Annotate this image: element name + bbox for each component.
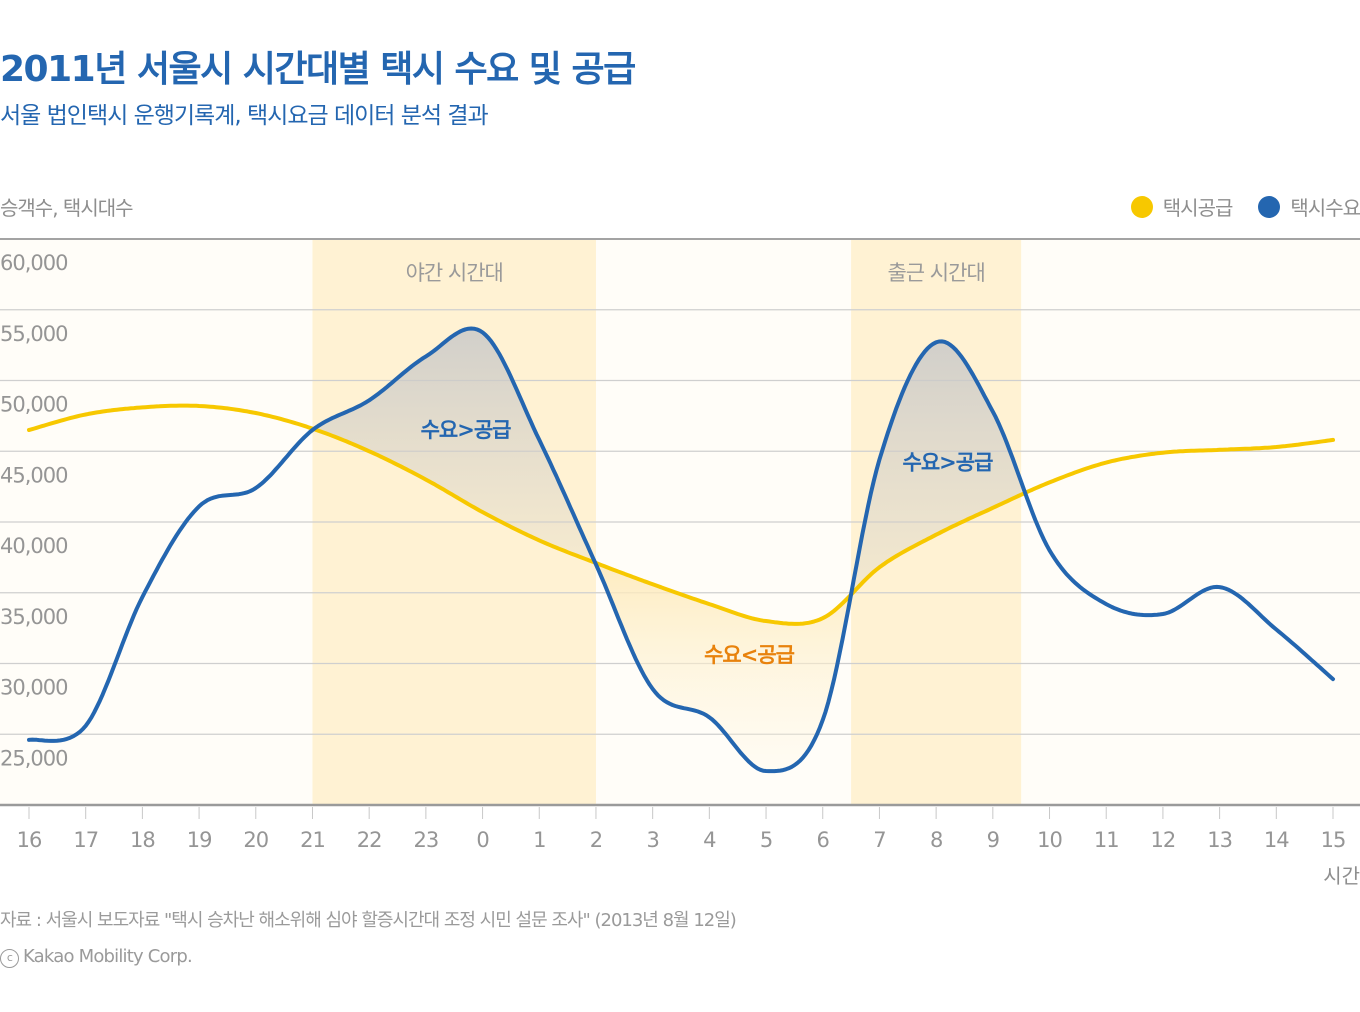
chart-subtitle: 서울 법인택시 운행기록계, 택시요금 데이터 분석 결과 bbox=[0, 103, 489, 129]
y-tick-label: 45,000 bbox=[0, 463, 67, 487]
x-tick-label: 2 bbox=[590, 828, 602, 852]
legend-item-supply: 택시공급 bbox=[1130, 192, 1234, 221]
x-tick-label: 1 bbox=[533, 828, 545, 852]
x-axis-label: 시간 bbox=[1323, 864, 1360, 888]
demand-exceeds-area bbox=[312, 328, 594, 562]
x-tick-label: 11 bbox=[1094, 828, 1119, 852]
x-tick-label: 3 bbox=[646, 828, 658, 852]
chart-svg: 야간 시간대 출근 시간대 60,000 55,000 50,000 45,000 40,… bbox=[0, 238, 1360, 888]
annotation-label: 수요<공급 bbox=[704, 643, 795, 667]
x-tick-label: 9 bbox=[987, 828, 999, 852]
legend-demand-marker bbox=[1258, 195, 1281, 218]
y-tick-label: 30,000 bbox=[0, 676, 67, 700]
x-tick-label: 8 bbox=[930, 828, 942, 852]
x-tick-label: 18 bbox=[130, 828, 155, 852]
supply-exceeds-area bbox=[593, 558, 849, 772]
band-label: 출근 시간대 bbox=[887, 261, 984, 285]
y-tick-label: 60,000 bbox=[0, 251, 67, 275]
x-tick-label: 17 bbox=[73, 828, 98, 852]
x-tick-label: 0 bbox=[476, 828, 488, 852]
x-tick-label: 21 bbox=[300, 828, 325, 852]
x-tick-label: 12 bbox=[1151, 828, 1176, 852]
y-tick-label: 35,000 bbox=[0, 605, 67, 629]
x-tick-label: 15 bbox=[1321, 828, 1346, 852]
x-tick-label: 10 bbox=[1037, 828, 1062, 852]
x-tick-label: 19 bbox=[187, 828, 212, 852]
legend-demand-label: 택시수요 bbox=[1290, 196, 1360, 220]
legend-supply-label: 택시공급 bbox=[1162, 196, 1234, 220]
demand-line bbox=[27, 326, 1335, 774]
x-tick-label: 5 bbox=[760, 828, 772, 852]
supply-line bbox=[27, 403, 1335, 626]
annotation-label: 수요>공급 bbox=[421, 418, 512, 442]
chart-title: 2011년 서울시 시간대별 택시 수요 및 공급 bbox=[0, 49, 636, 90]
y-axis-label: 승객수, 택시대수 bbox=[0, 196, 134, 220]
x-tick-label: 14 bbox=[1264, 828, 1289, 852]
x-tick-label: 20 bbox=[243, 828, 268, 852]
x-tick-label: 4 bbox=[703, 828, 716, 852]
copyright: c Kakao Mobility Corp. bbox=[0, 946, 193, 968]
copyright-text: Kakao Mobility Corp. bbox=[23, 946, 193, 967]
copyright-icon: c bbox=[0, 949, 19, 968]
x-tick-label: 6 bbox=[817, 828, 830, 852]
legend-item-demand: 택시수요 bbox=[1258, 192, 1360, 221]
x-tick-label: 22 bbox=[357, 828, 382, 852]
legend: 택시공급 택시수요 bbox=[1130, 192, 1360, 221]
x-tick-label: 16 bbox=[17, 828, 42, 852]
x-tick-label: 7 bbox=[873, 828, 885, 852]
band-label: 야간 시간대 bbox=[406, 261, 503, 285]
x-tick-label: 13 bbox=[1207, 828, 1232, 852]
legend-supply-marker bbox=[1130, 195, 1153, 218]
y-tick-label: 40,000 bbox=[0, 534, 67, 558]
source-note: 자료 : 서울시 보도자료 "택시 승차난 해소위해 심야 할증시간대 조정 시… bbox=[0, 910, 737, 931]
y-tick-label: 25,000 bbox=[0, 746, 67, 770]
y-tick-label: 55,000 bbox=[0, 322, 67, 346]
x-tick-label: 23 bbox=[414, 828, 439, 852]
demand-exceeds-area bbox=[848, 341, 1024, 610]
y-tick-label: 50,000 bbox=[0, 393, 67, 417]
annotation-label: 수요>공급 bbox=[903, 451, 994, 475]
